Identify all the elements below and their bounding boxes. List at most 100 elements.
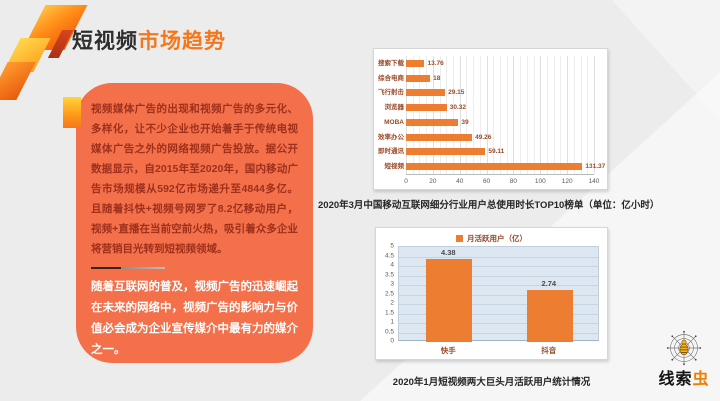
bar [426, 258, 473, 342]
bar [406, 163, 583, 171]
x-tick-label: 60 [482, 178, 491, 185]
intro-paragraph: 视频媒体广告的出现和视频广告的多元化、多样化，让不少企业也开始着手于传统电视媒体… [91, 103, 298, 255]
x-axis-line [406, 174, 594, 175]
gridline [540, 56, 542, 174]
gridline [399, 256, 598, 258]
bar-value: 29.15 [448, 89, 465, 97]
gridline [560, 56, 562, 174]
page-title-orange: 市场趋势 [138, 30, 226, 53]
gridline [520, 56, 522, 174]
y-tick-label: 0 [390, 337, 394, 345]
y-tick-label: 5 [390, 242, 394, 250]
gridline [486, 56, 488, 174]
y-tick-label: 3.5 [384, 271, 394, 278]
bar-value: 39 [461, 118, 469, 126]
gridline [506, 56, 508, 174]
gridline [412, 56, 414, 174]
bar [526, 289, 573, 342]
bar-value: 4.38 [440, 247, 456, 257]
divider-light-segment [121, 267, 165, 269]
y-tick-label: 2 [390, 299, 394, 307]
header-accent-shape-orange [0, 62, 36, 100]
y-tick-label: 1 [390, 318, 394, 326]
gridline [453, 56, 454, 174]
bar [406, 89, 446, 97]
x-tick-label: 80 [509, 178, 518, 185]
category-label: 综合电商 [378, 74, 404, 82]
bar [406, 148, 486, 156]
x-tick-label: 140 [588, 178, 600, 185]
category-label: 短视频 [384, 163, 405, 171]
brand-logo: 线索虫 [648, 330, 720, 389]
gridline [419, 56, 421, 174]
category-label: 浏览器 [384, 104, 405, 112]
intro-text-panel: 视频媒体广告的出现和视频广告的多元化、多样化，让不少企业也开始着手于传统电视媒体… [63, 83, 313, 363]
x-tick-label: 40 [456, 178, 464, 185]
gridline [594, 56, 595, 174]
logo-text-orange: 虫 [692, 371, 710, 388]
gridline [399, 332, 598, 334]
mau-chart-caption: 2020年1月短视频两大巨头月活跃用户统计情况 [392, 377, 591, 388]
y-tick-label: 0.5 [384, 328, 394, 335]
category-label: 抖音 [541, 346, 557, 355]
bar-value: 30.32 [449, 104, 466, 112]
page-title: 短视频市场趋势 [72, 25, 226, 55]
category-label: MOBA [384, 118, 404, 126]
gridline [446, 56, 448, 174]
gridline [553, 56, 555, 174]
gridline [399, 275, 598, 277]
conclusion-paragraph: 随着互联网的普及，视频广告的迅速崛起在未来的网络中，视频广告的影响力与价值必会成… [91, 281, 298, 356]
gridline [580, 56, 582, 174]
bar [406, 118, 459, 126]
gridline [493, 56, 495, 174]
gridline [426, 56, 428, 174]
gridline [399, 304, 598, 305]
gridline [439, 56, 441, 174]
bar [406, 74, 431, 82]
y-tick-label: 4 [390, 261, 394, 269]
gridline [567, 56, 569, 174]
x-tick-label: 0 [404, 178, 408, 185]
bar [406, 59, 425, 67]
gridline [466, 56, 468, 174]
gridline [399, 323, 598, 324]
category-label: 快手 [440, 346, 456, 355]
gridline [432, 56, 434, 174]
gridline [479, 56, 481, 174]
gridline [459, 56, 461, 174]
gridline [573, 56, 575, 174]
mau-bar-chart: 月活跃用户（亿） 0 0.5 1 1.5 2 2.5 3 3.5 4 4.5 5 4.38 快手 2.74… [375, 227, 608, 360]
usage-time-chart-caption: 2020年3月中国移动互联网细分行业用户总使用时长TOP10榜单（单位：亿小时） [318, 200, 660, 211]
gridline [513, 56, 515, 174]
x-tick-label: 100 [534, 178, 546, 185]
gridline [399, 285, 598, 286]
usage-time-bar-chart: 搜索下载 13.76 综合电商 18 飞行射击 29.15 浏览器 30.32 MOBA 39 效率… [373, 48, 608, 190]
gridline [547, 56, 548, 174]
category-label: 搜索下载 [378, 59, 404, 67]
page-title-black: 短视频 [72, 30, 138, 53]
x-tick-label: 120 [561, 178, 573, 185]
gridline [526, 56, 528, 174]
legend-swatch [456, 235, 463, 242]
bar-value: 131.37 [585, 163, 606, 171]
logo-text-black: 线索 [658, 371, 693, 388]
logo-text: 线索虫 [648, 371, 720, 389]
bar-value: 2.74 [541, 278, 557, 288]
y-tick-label: 3 [390, 280, 394, 288]
divider-dark-segment [91, 267, 121, 269]
bar [406, 104, 447, 112]
legend-label: 月活跃用户（亿） [467, 234, 527, 243]
bar-value: 59.11 [488, 148, 505, 156]
spiderweb-bug-icon [666, 330, 702, 366]
gridline [587, 56, 589, 174]
category-label: 飞行射击 [378, 89, 404, 97]
gridline [533, 56, 535, 174]
bar-value: 13.76 [427, 59, 444, 67]
divider-line [91, 267, 165, 269]
x-tick-label: 20 [429, 178, 437, 185]
y-tick-label: 1.5 [384, 309, 394, 316]
gridline [399, 294, 598, 296]
bar-value: 49.26 [475, 133, 492, 141]
gridline [500, 56, 501, 174]
